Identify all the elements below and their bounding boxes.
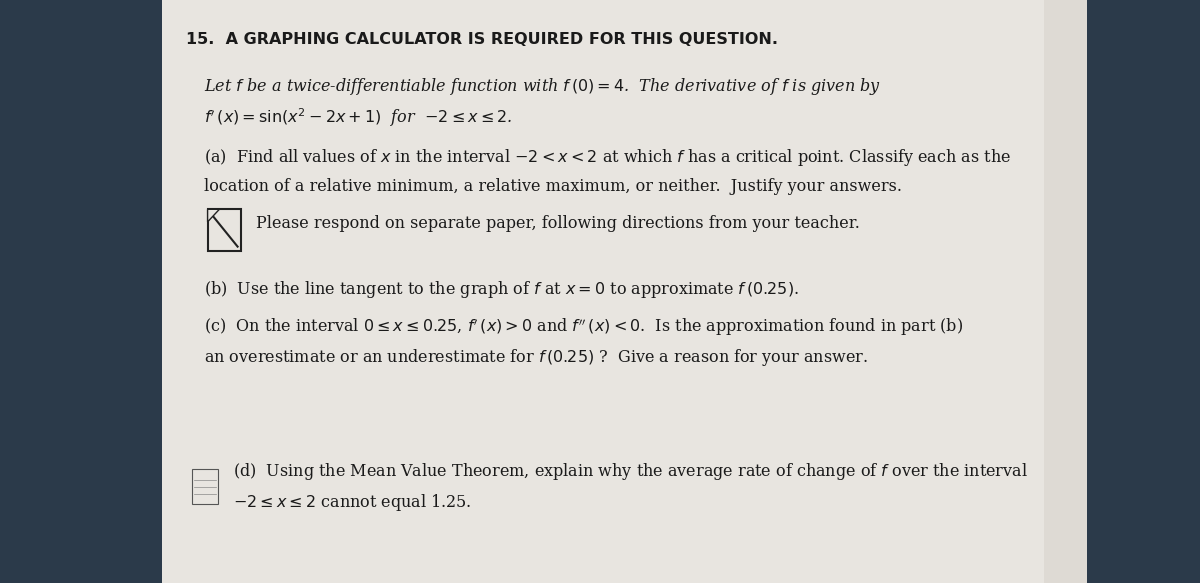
Text: (d)  Using the Mean Value Theorem, explain why the average rate of change of $f$: (d) Using the Mean Value Theorem, explai…	[233, 461, 1027, 482]
Text: an overestimate or an underestimate for $f\,(0.25)$ ?  Give a reason for your an: an overestimate or an underestimate for …	[204, 347, 868, 368]
Text: Let $f$ be a twice-differentiable function with $f\,(0) = 4$.  The derivative of: Let $f$ be a twice-differentiable functi…	[204, 76, 881, 97]
Polygon shape	[208, 209, 220, 222]
FancyBboxPatch shape	[1044, 0, 1058, 583]
Text: (a)  Find all values of $x$ in the interval $-2 < x < 2$ at which $f$ has a crit: (a) Find all values of $x$ in the interv…	[204, 147, 1010, 168]
Text: $f'\,(x) = \sin(x^2 - 2x + 1)$  for  $-2 \leq x \leq 2$.: $f'\,(x) = \sin(x^2 - 2x + 1)$ for $-2 \…	[204, 106, 512, 129]
FancyBboxPatch shape	[1044, 0, 1087, 583]
Text: (b)  Use the line tangent to the graph of $f$ at $x = 0$ to approximate $f\,(0.2: (b) Use the line tangent to the graph of…	[204, 279, 799, 300]
Text: (c)  On the interval $0 \leq x \leq 0.25$, $f'\,(x) > 0$ and $f''\,(x) < 0$.  Is: (c) On the interval $0 \leq x \leq 0.25$…	[204, 317, 964, 338]
FancyBboxPatch shape	[162, 0, 1044, 583]
Text: location of a relative minimum, a relative maximum, or neither.  Justify your an: location of a relative minimum, a relati…	[204, 178, 902, 195]
Text: $-2 \leq x \leq 2$ cannot equal 1.25.: $-2 \leq x \leq 2$ cannot equal 1.25.	[233, 492, 472, 513]
FancyBboxPatch shape	[1044, 0, 1073, 583]
Text: 15.  A GRAPHING CALCULATOR IS REQUIRED FOR THIS QUESTION.: 15. A GRAPHING CALCULATOR IS REQUIRED FO…	[186, 32, 778, 47]
Text: Please respond on separate paper, following directions from your teacher.: Please respond on separate paper, follow…	[256, 215, 859, 232]
